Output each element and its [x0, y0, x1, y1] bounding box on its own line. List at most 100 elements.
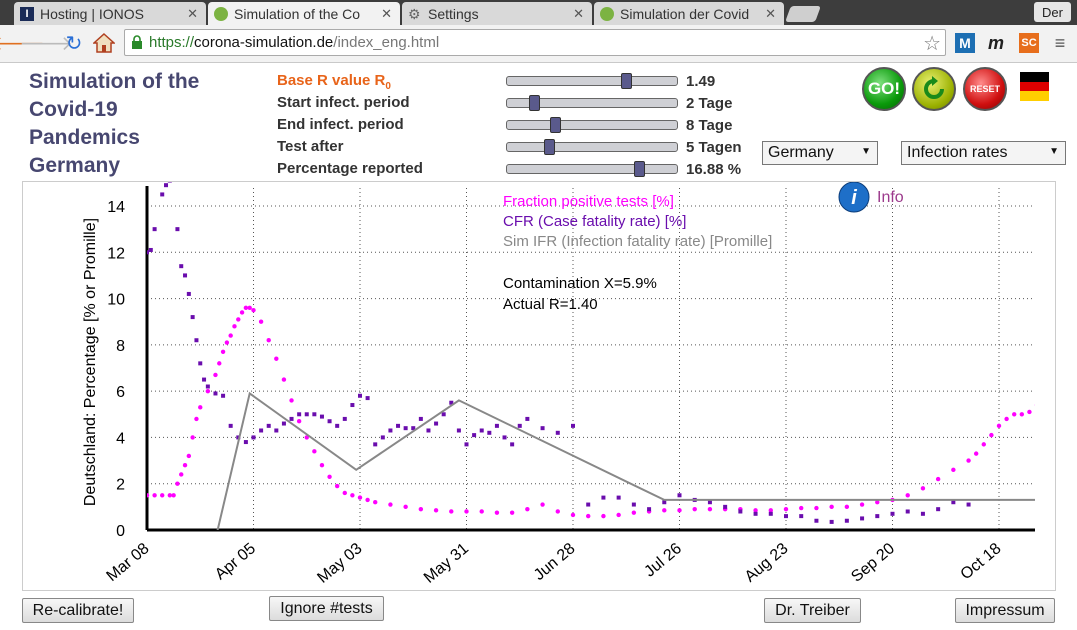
base-r-value: 1.49 [686, 73, 716, 90]
close-icon[interactable]: ✕ [573, 6, 584, 21]
cfr-point [525, 416, 530, 421]
positive-tests-point [236, 317, 241, 322]
cfr-point [236, 435, 241, 440]
cfr-point [434, 421, 439, 426]
positive-tests-point [859, 502, 865, 507]
positive-tests-point [342, 490, 347, 496]
title-line: Simulation of the [29, 70, 200, 93]
close-icon[interactable]: ✕ [187, 6, 198, 21]
bookmark-star-icon[interactable]: ☆ [923, 33, 941, 55]
reload-icon[interactable]: ↻ [65, 32, 83, 55]
tab-simulation-eng[interactable]: Simulation of the Co ✕ [208, 2, 400, 25]
cfr-point [487, 430, 492, 435]
dr-treiber-button[interactable]: Dr. Treiber [764, 598, 861, 623]
info-icon[interactable]: i [838, 181, 870, 213]
extension-sc-icon[interactable]: SC [1019, 33, 1039, 53]
extension-m-italic-icon[interactable]: m [987, 32, 1004, 53]
positive-tests-point [1012, 412, 1017, 417]
positive-tests-point [167, 493, 173, 498]
user-profile-button[interactable]: Der [1034, 2, 1071, 22]
cfr-point [350, 403, 355, 408]
cfr-point [555, 430, 560, 435]
positive-tests-point [662, 508, 667, 513]
impressum-button[interactable]: Impressum [955, 598, 1055, 623]
positive-tests-point [996, 423, 1002, 429]
cfr-point [502, 435, 507, 440]
cfr-point [829, 519, 834, 524]
cfr-point [164, 183, 169, 188]
param-label-test-after: Test after [277, 138, 344, 155]
ionos-favicon-icon: I [20, 6, 34, 21]
positive-tests-point [357, 495, 363, 500]
positive-tests-point [973, 451, 979, 456]
positive-tests-point [327, 474, 332, 479]
x-tick-label: Mar 08 [103, 540, 152, 585]
cfr-point [251, 435, 256, 440]
base-r-slider[interactable] [506, 73, 678, 89]
positive-tests-point [875, 500, 880, 505]
cfr-point [152, 227, 157, 232]
cfr-point [221, 393, 226, 398]
test-after-slider[interactable] [506, 139, 678, 155]
extension-m-icon[interactable]: M [955, 33, 975, 53]
browser-tab-strip: I Hosting | IONOS ✕ Simulation of the Co… [0, 0, 1077, 25]
virus-favicon-icon [214, 6, 228, 21]
positive-tests-point [403, 504, 408, 510]
reset-button[interactable]: RESET [963, 67, 1007, 111]
tab-hosting-ionos[interactable]: I Hosting | IONOS ✕ [14, 2, 206, 25]
start-infect-slider[interactable] [506, 95, 678, 111]
forward-arrow-icon[interactable]: 🡒 [19, 32, 73, 55]
tab-label: Settings [428, 5, 479, 22]
cfr-point [190, 315, 195, 320]
reload-simulation-button[interactable] [912, 67, 956, 111]
go-button[interactable]: GO! [862, 67, 906, 111]
cfr-point [160, 192, 165, 197]
address-bar[interactable]: https://corona-simulation.de/index_eng.h… [124, 29, 946, 56]
cfr-point [319, 414, 324, 419]
home-icon[interactable] [92, 31, 116, 55]
positive-tests-point [152, 493, 157, 498]
positive-tests-point [1027, 409, 1032, 415]
slider-thumb[interactable] [621, 73, 633, 89]
german-flag-icon[interactable] [1020, 72, 1049, 101]
menu-icon[interactable]: ≡ [1054, 32, 1066, 53]
percentage-reported-value: 16.88 % [686, 161, 742, 178]
cfr-point [844, 518, 849, 523]
cfr-point [677, 493, 682, 498]
view-select[interactable]: Infection rates ▼ [901, 141, 1066, 165]
browser-toolbar: 🡐 🡒 ↻ https://corona-simulation.de/index… [0, 25, 1077, 63]
slider-thumb[interactable] [634, 161, 646, 177]
positive-tests-point [449, 509, 454, 514]
new-tab-button[interactable] [785, 6, 821, 22]
x-tick-label: May 31 [421, 540, 472, 587]
close-icon[interactable]: ✕ [381, 6, 392, 21]
cfr-point [243, 440, 248, 445]
positive-tests-point [258, 319, 264, 324]
cfr-point [814, 518, 819, 523]
cfr-point [723, 504, 728, 509]
title-line: Germany [29, 154, 121, 177]
tab-simulation-ger[interactable]: Simulation der Covid ✕ [594, 2, 784, 25]
positive-tests-point [220, 349, 226, 354]
slider-thumb[interactable] [529, 95, 541, 111]
country-select[interactable]: Germany ▼ [762, 141, 878, 165]
info-link[interactable]: Info [877, 189, 904, 206]
positive-tests-point [205, 388, 211, 394]
recalibrate-button[interactable]: Re-calibrate! [22, 598, 134, 623]
slider-thumb[interactable] [543, 139, 555, 155]
chevron-down-icon: ▼ [1049, 146, 1059, 157]
slider-thumb[interactable] [549, 117, 561, 133]
percentage-reported-slider[interactable] [506, 161, 678, 177]
close-icon[interactable]: ✕ [765, 6, 776, 21]
lock-icon [132, 35, 142, 49]
ignore-tests-button[interactable]: Ignore #tests [269, 596, 384, 621]
cfr-point [472, 433, 477, 438]
positive-tests-point [783, 506, 789, 512]
positive-tests-point [799, 505, 804, 511]
end-infect-slider[interactable] [506, 117, 678, 133]
title-line: Pandemics [29, 126, 140, 149]
positive-tests-point [247, 305, 252, 311]
tab-settings[interactable]: ⚙ Settings ✕ [402, 2, 592, 25]
positive-tests-point [951, 467, 956, 473]
x-tick-label: Aug 23 [742, 540, 792, 586]
